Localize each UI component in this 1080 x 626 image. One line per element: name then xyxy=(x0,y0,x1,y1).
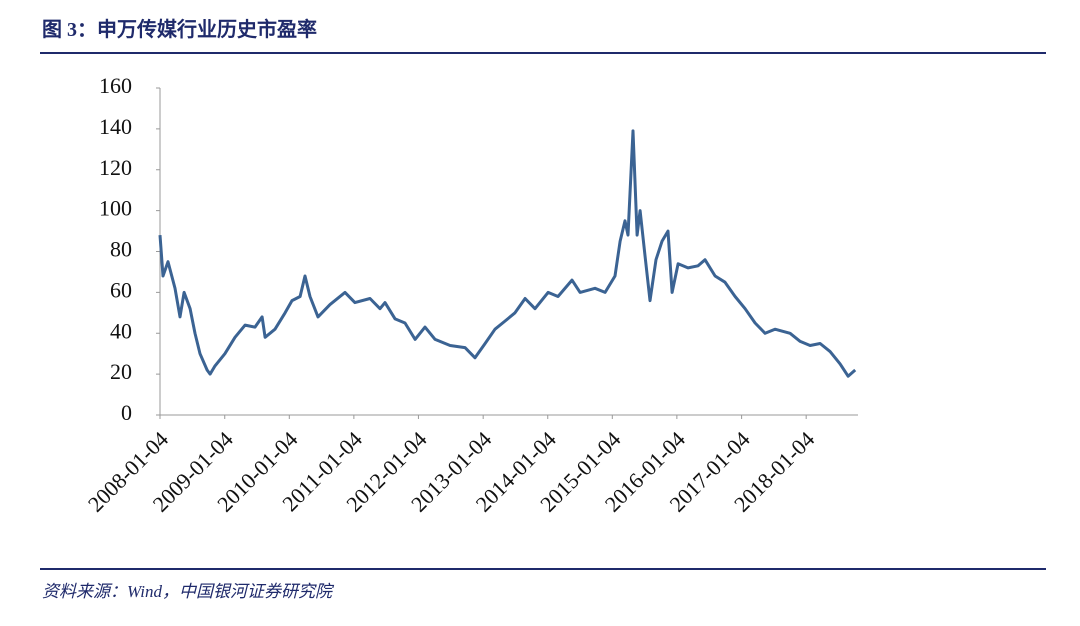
y-tick-label: 120 xyxy=(99,155,132,180)
y-tick-label: 160 xyxy=(99,73,132,98)
y-tick-label: 40 xyxy=(110,318,132,343)
line-series xyxy=(158,129,857,378)
source-note: 资料来源：Wind，中国银河证券研究院 xyxy=(42,582,335,601)
y-tick-label: 20 xyxy=(110,359,132,384)
y-tick-label: 140 xyxy=(99,114,132,139)
y-tick-label: 0 xyxy=(121,400,132,425)
chart-title: 图 3：申万传媒行业历史市盈率 xyxy=(42,17,317,41)
y-tick-label: 80 xyxy=(110,237,132,262)
y-tick-label: 60 xyxy=(110,277,132,302)
y-tick-label: 100 xyxy=(99,196,132,221)
